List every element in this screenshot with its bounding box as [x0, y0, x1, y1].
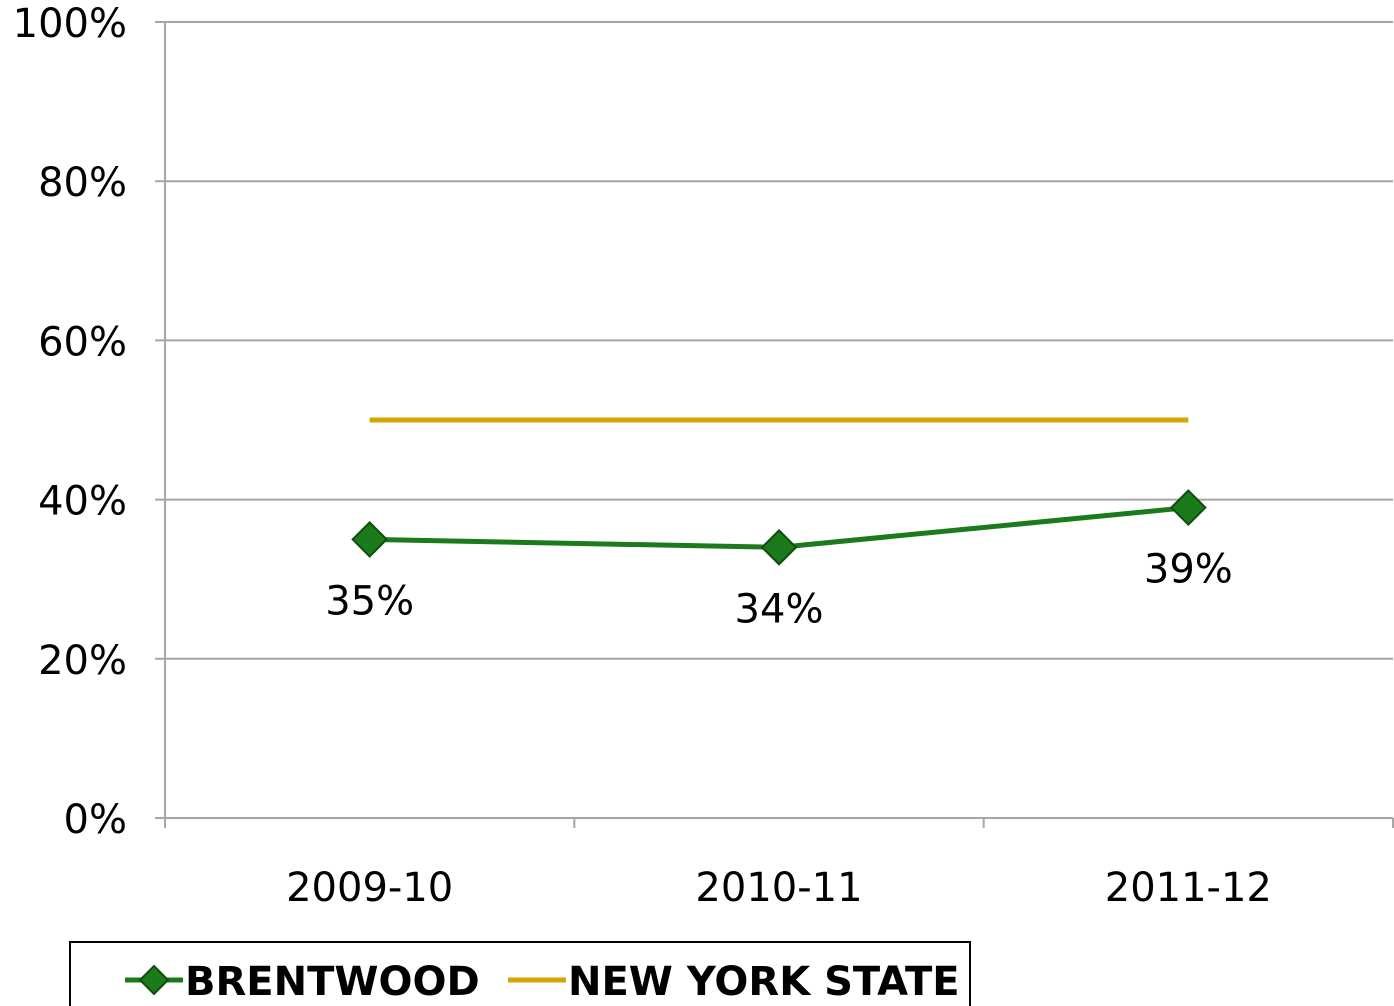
- y-tick-label: 0%: [64, 797, 127, 843]
- data-marker: [1169, 489, 1207, 526]
- legend-label: NEW YORK STATE: [568, 959, 960, 1005]
- legend-box: [69, 941, 971, 1006]
- data-marker: [760, 528, 798, 566]
- x-tick-label: 2011-12: [1105, 865, 1272, 911]
- legend-marker: [138, 964, 170, 996]
- y-tick-label: 20%: [38, 638, 127, 684]
- x-tick-label: 2010-11: [695, 865, 862, 911]
- legend-label: BRENTWOOD: [185, 959, 480, 1005]
- data-marker: [351, 520, 389, 558]
- data-label: 39%: [1144, 547, 1233, 593]
- y-tick-label: 40%: [38, 479, 127, 525]
- y-tick-label: 80%: [38, 160, 127, 206]
- y-tick-label: 60%: [38, 319, 127, 365]
- y-tick-label: 100%: [13, 1, 127, 47]
- data-label: 35%: [325, 578, 414, 624]
- x-tick-label: 2009-10: [286, 865, 453, 911]
- data-label: 34%: [735, 586, 824, 632]
